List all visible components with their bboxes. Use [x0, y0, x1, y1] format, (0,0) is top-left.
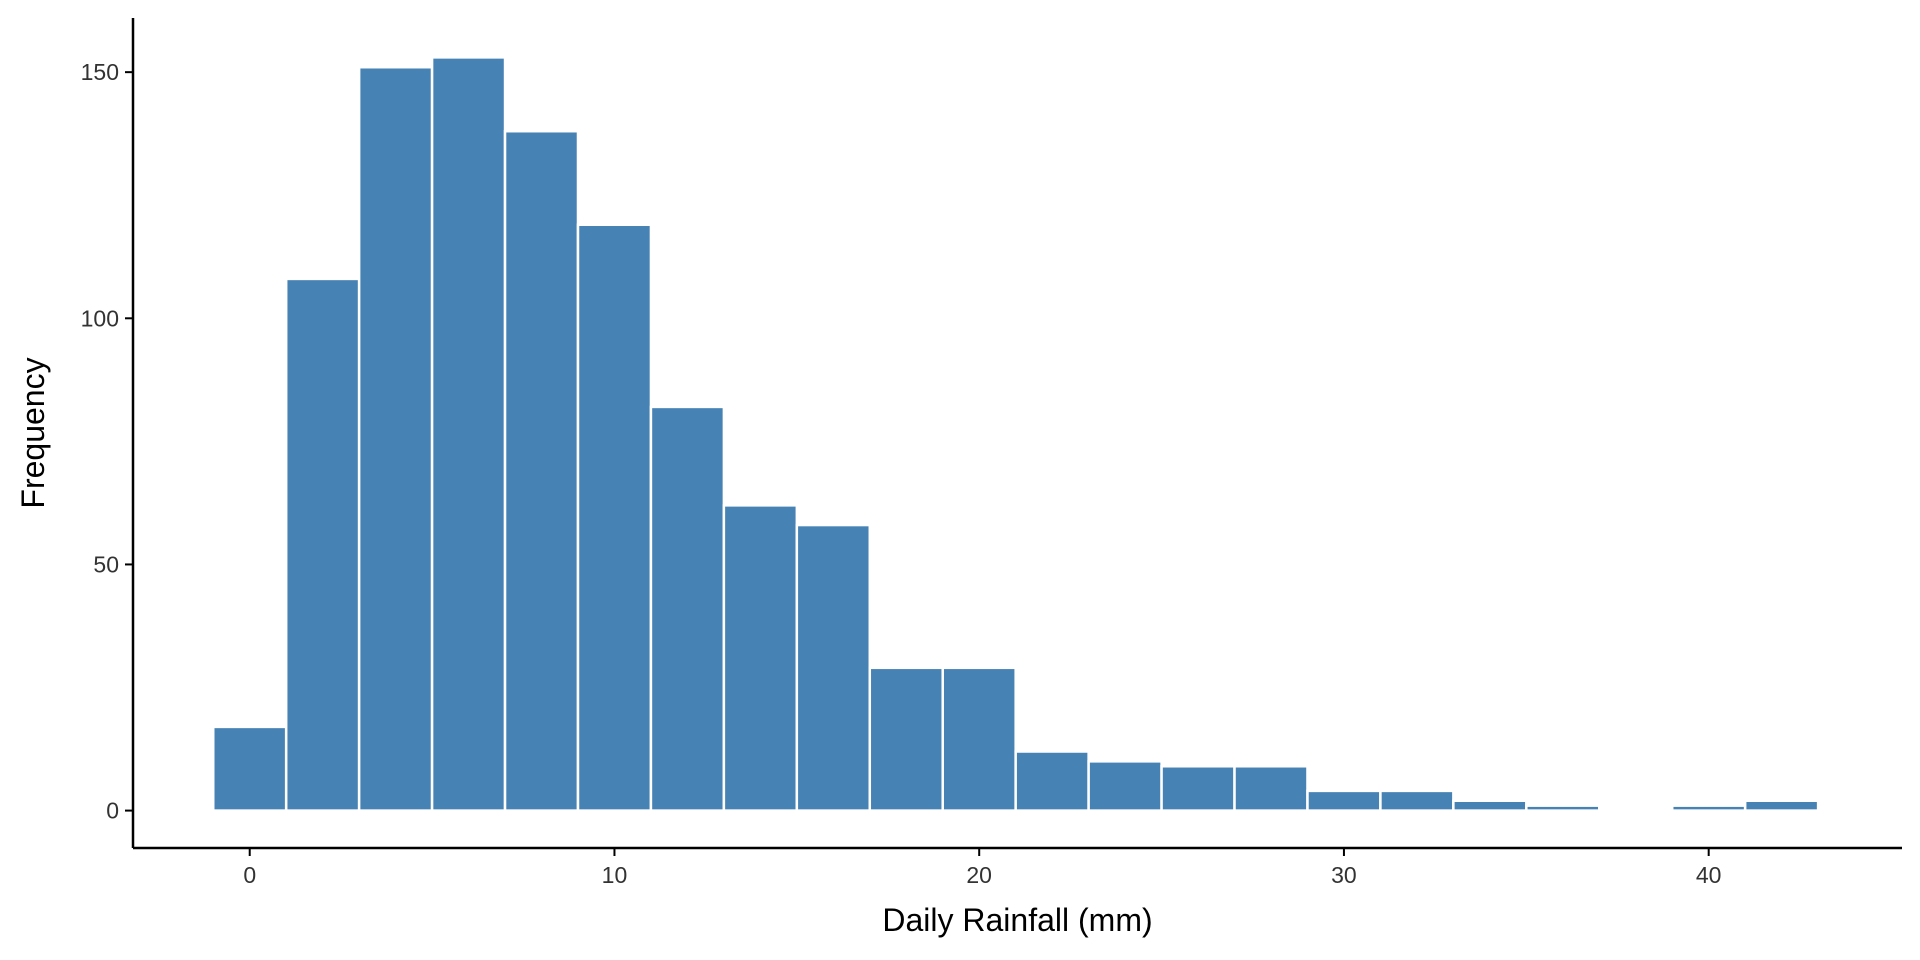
histogram-bar: [649, 405, 726, 812]
histogram-bar: [576, 223, 653, 812]
histogram-bar: [1452, 799, 1528, 812]
histogram-bar: [1379, 789, 1455, 812]
histogram-bars: [211, 56, 1820, 812]
histogram-bar: [284, 277, 361, 812]
histogram-bar: [941, 666, 1017, 812]
y-tick-label: 50: [93, 551, 119, 577]
x-tick-label: 30: [1331, 862, 1357, 888]
x-axis-title: Daily Rainfall (mm): [882, 902, 1152, 938]
histogram-bar: [1233, 765, 1309, 812]
histogram-bar: [211, 725, 288, 812]
y-tick-label: 100: [81, 305, 119, 331]
x-tick-label: 0: [243, 862, 256, 888]
histogram-bar: [1670, 804, 1747, 812]
x-tick-label: 10: [602, 862, 628, 888]
histogram-bar: [503, 129, 580, 812]
histogram-bar: [430, 56, 507, 812]
histogram-bar: [1014, 750, 1090, 812]
histogram-bar: [1160, 765, 1236, 812]
histogram-bar: [868, 666, 944, 812]
y-tick-label: 0: [106, 798, 119, 824]
histogram-bar: [795, 523, 872, 812]
histogram-bar: [1525, 804, 1601, 812]
y-tick-label: 150: [81, 59, 119, 85]
histogram-bar: [1743, 799, 1820, 812]
x-axis-ticks: 0 10 20 30 40: [243, 848, 1721, 888]
histogram-bar: [357, 65, 434, 812]
histogram-bar: [1306, 789, 1382, 812]
histogram-bar: [1087, 760, 1163, 812]
histogram-bar: [722, 504, 799, 812]
y-axis-title: Frequency: [15, 357, 51, 508]
x-tick-label: 20: [966, 862, 992, 888]
x-tick-label: 40: [1696, 862, 1722, 888]
y-axis-ticks: 0 50 100 150: [81, 59, 133, 824]
